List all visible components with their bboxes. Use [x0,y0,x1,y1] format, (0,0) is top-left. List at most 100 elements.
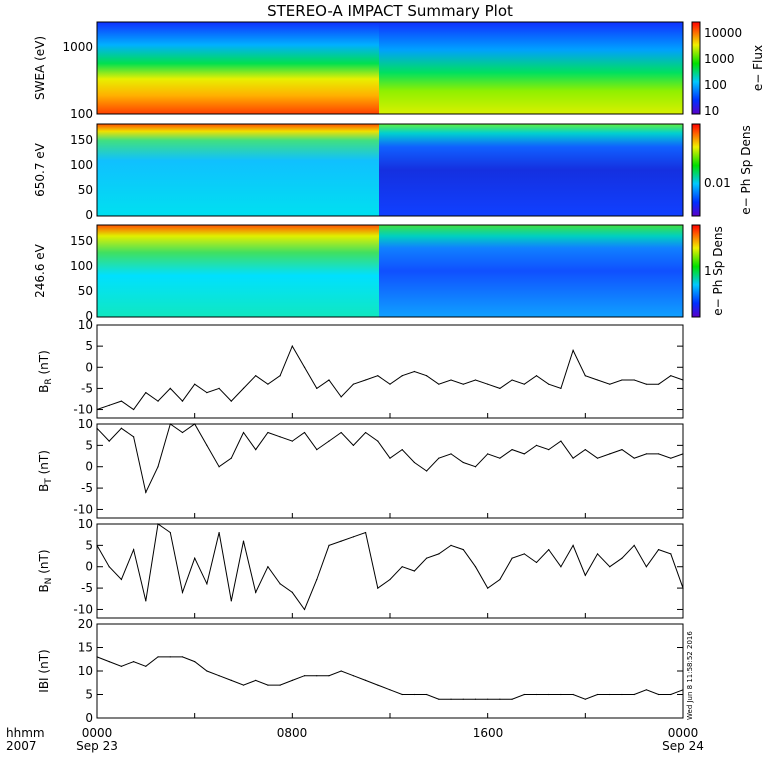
swea-colorbar-gradient [691,21,701,115]
bt-point [548,449,550,451]
br-point [682,379,684,381]
pad246-colorbar-gradient [691,224,701,318]
bmag-point [181,656,184,658]
bt-point [413,461,416,464]
bt-point [96,427,98,429]
bn-point [523,553,525,555]
pad650-ylabel: 650.7 eV [33,142,47,197]
br-frame [96,324,684,419]
br-point [218,387,220,390]
bn-series-line [96,523,684,611]
bmag-point [426,693,428,696]
bt-frame [96,423,684,519]
bmag-point [316,675,318,677]
bmag-point [548,693,550,696]
br-point [596,379,599,381]
br-point [670,375,672,377]
br-ytick-label-1: 5 [85,339,93,353]
pad650-ytick-100: 100 [70,158,93,172]
bt-point [206,444,208,446]
bn-ytick-label-0: 10 [78,517,93,531]
bmag-point [194,661,196,663]
bmag-point [328,675,330,677]
br-point [426,375,428,377]
bmag-point [279,684,281,686]
bmag-point [487,698,489,700]
bn-point [303,608,306,611]
x-tick-0800: 0800 [277,726,308,740]
bmag-point [340,670,342,672]
bmag-point [499,698,501,700]
bmag-point [157,656,159,658]
bmag-point [96,656,98,658]
swea-heatmap-right [379,22,683,114]
br-ytick-label-3: -5 [81,381,93,395]
br-point [609,383,611,385]
pad246-ytick-150: 150 [70,234,93,248]
bt-point [487,453,489,455]
br-point [621,379,623,381]
br-point [364,379,367,381]
bmag-point [584,698,586,700]
bt-point [462,461,464,464]
bmag-point [389,689,391,691]
br-point [523,383,525,385]
bt-point [279,436,281,438]
bmag-point [206,670,208,672]
bn-point [560,566,562,568]
pad246-cbar-tick-1: 1 [704,264,712,278]
bn-point [572,544,574,546]
br-point [584,375,586,377]
pad650-cbar-tick-0.01: 0.01 [704,176,731,190]
swea-cbar-tick-1000: 1000 [704,52,735,66]
pad650-ytick-50: 50 [78,183,93,197]
bt-point [255,449,257,451]
bn-point [255,591,257,593]
br-point [120,400,123,402]
pad246-ytick-100: 100 [70,259,93,273]
pad650-panel: 650.7 eV 150 100 50 0 [33,123,684,222]
bmag-point [670,693,672,696]
bmag-point [474,698,477,700]
bt-point [230,457,232,459]
bn-point [426,557,428,559]
br-point [230,400,232,402]
bn-point [352,536,354,538]
bmag-point [169,656,171,658]
bt-ylabel: BT (nT) [37,450,54,492]
bmag-point [572,693,574,696]
br-point [499,387,501,390]
bn-point [267,566,269,568]
bmag-point [364,679,367,682]
bmag-ytick-label-1: 15 [78,641,93,655]
bn-ylabel: BN (nT) [37,549,54,592]
br-point [474,379,477,381]
bmag-point [120,665,123,667]
bmag-point [621,693,623,696]
br-point [169,387,171,390]
swea-cbar-tick-10000: 10000 [704,26,742,40]
bmag-panel: 20 15 10 5 0 IBI (nT) [37,617,684,725]
bn-point [682,587,684,589]
bmag-ytick-label-3: 5 [85,688,93,702]
bt-point [474,466,477,468]
bn-ytick-label-1: 5 [85,538,93,552]
bt-point [145,491,147,493]
bt-point [218,466,220,468]
pad246-frame [96,224,684,318]
br-point [401,375,403,377]
pad650-ytick-150: 150 [70,133,93,147]
bt-point [389,457,391,459]
br-ytick-label-0: 10 [78,318,93,332]
br-panel: 10 5 0 -5 -10 BR (nT) [37,318,684,419]
bt-point [352,444,354,446]
bmag-point [633,693,635,696]
bn-point [218,531,220,534]
bt-point [340,431,342,434]
bmag-ytick-label-0: 20 [78,617,93,631]
bt-point [328,440,330,442]
br-point [340,396,342,398]
br-point [487,383,489,385]
bt-point [645,453,647,455]
